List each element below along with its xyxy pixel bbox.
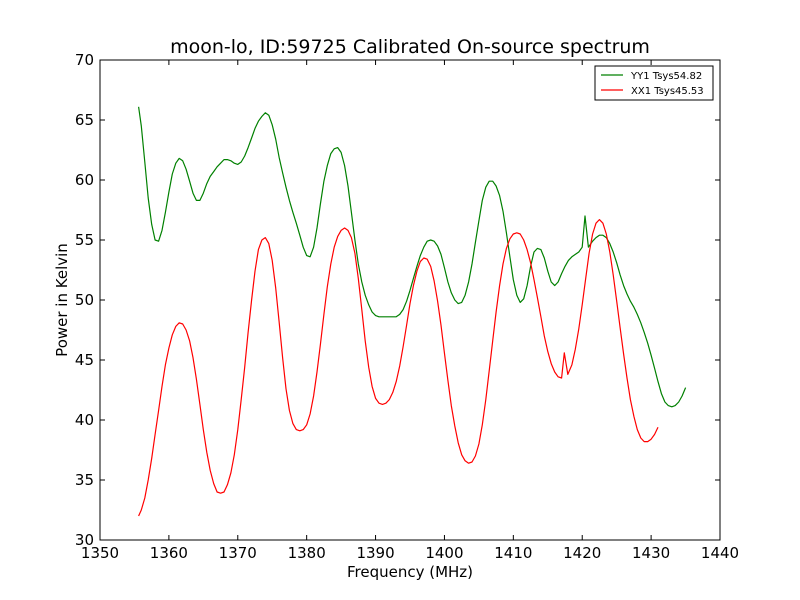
legend: YY1 Tsys54.82 XX1 Tsys45.53	[594, 65, 714, 101]
x-tick-label: 1410	[494, 544, 532, 562]
x-tick-label: 1430	[632, 544, 670, 562]
x-tick-label: 1380	[288, 544, 326, 562]
x-axis-label: Frequency (MHz)	[347, 563, 473, 581]
x-tick-label: 1370	[219, 544, 257, 562]
x-tick-label: 1390	[356, 544, 394, 562]
x-tick-label: 1440	[701, 544, 739, 562]
y-tick-label: 65	[75, 111, 94, 129]
plot-frame	[99, 59, 721, 541]
x-tick-label: 1360	[150, 544, 188, 562]
chart-title: moon-lo, ID:59725 Calibrated On-source s…	[170, 36, 650, 58]
y-tick-label: 40	[75, 411, 94, 429]
legend-label-1: YY1 Tsys54.82	[630, 71, 702, 82]
y-axis-label: Power in Kelvin	[53, 243, 71, 357]
y-tick-label: 70	[75, 51, 94, 69]
y-tick-label: 35	[75, 471, 94, 489]
x-tick-label: 1420	[563, 544, 601, 562]
y-tick-label: 55	[75, 231, 94, 249]
series-line-2	[138, 219, 659, 517]
y-tick-label: 30	[75, 531, 94, 549]
legend-box	[594, 65, 714, 101]
plot-area: 1350 1360 1370 1380 1390 1400 1410 1420 1430 1440…	[75, 51, 739, 562]
y-tick-label: 45	[75, 351, 94, 369]
x-tick-label: 1350	[81, 544, 119, 562]
y-tick-label: 50	[75, 291, 94, 309]
legend-label-2: XX1 Tsys45.53	[631, 86, 704, 97]
x-tick-label: 1400	[425, 544, 463, 562]
y-tick-label: 60	[75, 171, 94, 189]
series-line-1	[138, 106, 687, 408]
